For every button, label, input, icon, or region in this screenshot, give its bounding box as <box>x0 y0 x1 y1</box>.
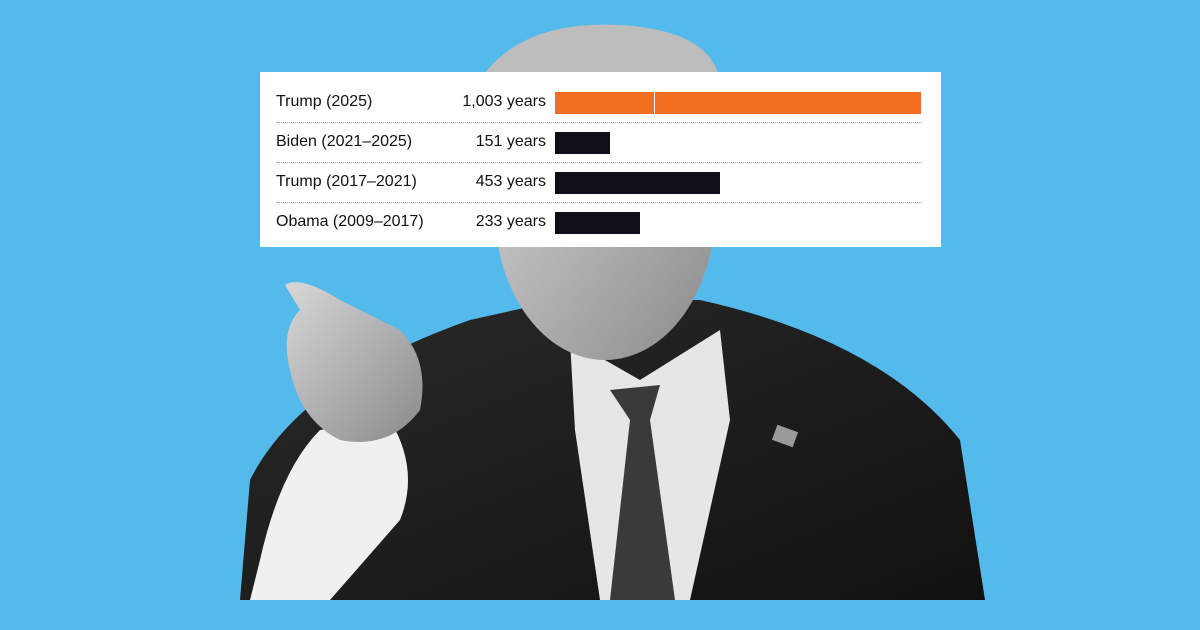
bar <box>555 132 610 154</box>
bar-chart-card: Trump (2025) 1,003 years Biden (2021–2025)… <box>260 72 941 247</box>
category-label: Trump (2025) <box>276 93 373 110</box>
chart-row: Biden (2021–2025) 151 years <box>276 122 922 163</box>
bar <box>555 172 720 194</box>
bar-divider <box>654 92 655 114</box>
bar <box>555 92 921 114</box>
chart-row: Trump (2025) 1,003 years <box>276 82 922 123</box>
value-label: 1,003 years <box>462 93 546 110</box>
arm-shape <box>250 420 408 600</box>
hair-shape <box>480 24 720 80</box>
category-label: Trump (2017–2021) <box>276 173 417 190</box>
hand-shape <box>285 282 423 442</box>
value-label: 453 years <box>475 173 546 190</box>
category-label: Biden (2021–2025) <box>276 133 413 150</box>
tie-shape <box>610 385 675 600</box>
category-label: Obama (2009–2017) <box>276 213 424 230</box>
flag-pin <box>771 424 799 448</box>
value-label: 151 years <box>475 133 546 150</box>
chart-row: Obama (2009–2017) 233 years <box>276 202 922 242</box>
value-label: 233 years <box>475 213 546 230</box>
chart-row: Trump (2017–2021) 453 years <box>276 162 922 203</box>
bar <box>555 212 640 234</box>
